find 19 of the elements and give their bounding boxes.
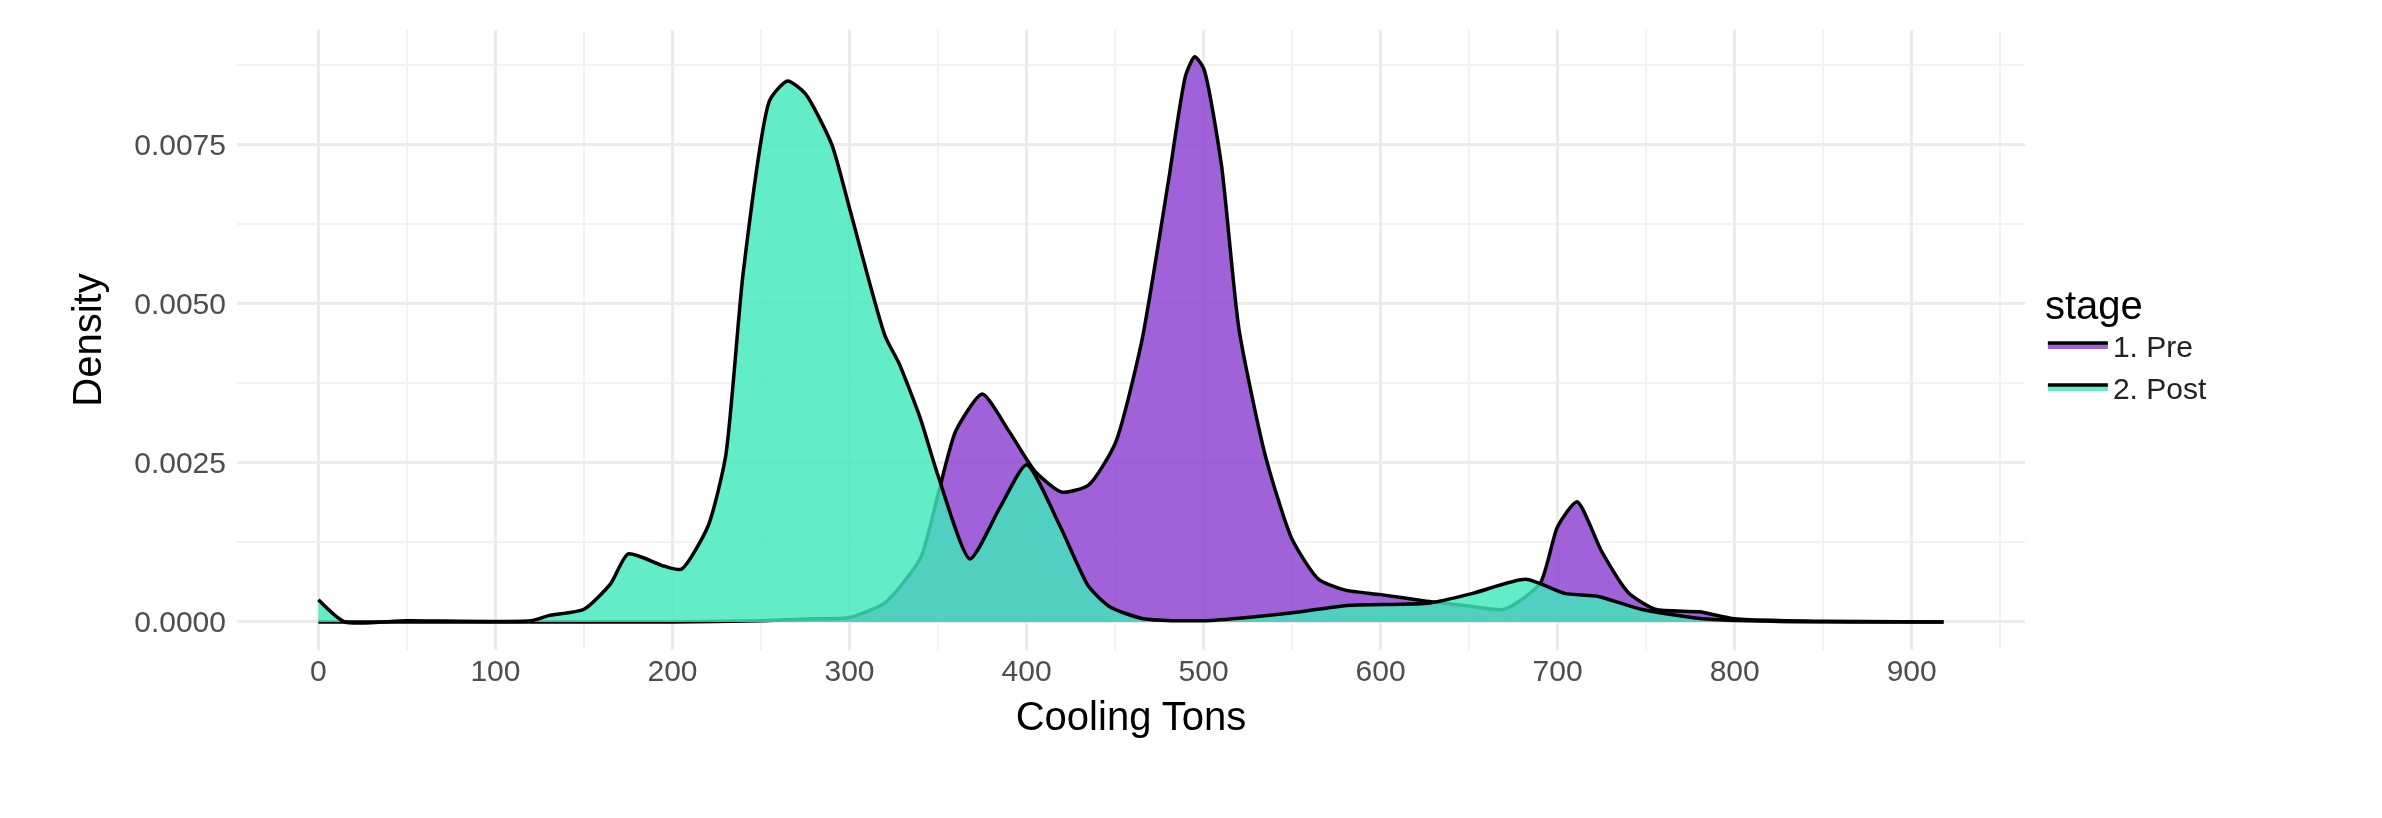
x-tick-label: 900 — [1886, 654, 1937, 687]
legend-label: 2. Post — [2112, 371, 2207, 405]
y-tick-label: 0.0050 — [134, 287, 226, 321]
x-tick-label: 0 — [310, 654, 327, 687]
x-tick-label: 800 — [1709, 654, 1760, 687]
x-tick-label: 600 — [1355, 654, 1406, 687]
x-tick-label: 100 — [470, 654, 521, 687]
x-tick-label: 500 — [1178, 654, 1229, 687]
x-tick-label: 300 — [824, 654, 875, 687]
y-axis-title: Density — [64, 273, 109, 407]
x-tick-label: 200 — [647, 654, 698, 687]
legend-label: 1. Pre — [2112, 329, 2193, 363]
y-tick-label: 0.0025 — [134, 446, 226, 480]
x-tick-label: 400 — [1001, 654, 1052, 687]
y-tick-label: 0.0075 — [134, 128, 226, 162]
legend-title: stage — [2044, 283, 2143, 327]
y-tick-label: 0.0000 — [134, 605, 226, 639]
x-axis-title: Cooling Tons — [1015, 693, 1247, 738]
x-tick-label: 700 — [1532, 654, 1583, 687]
